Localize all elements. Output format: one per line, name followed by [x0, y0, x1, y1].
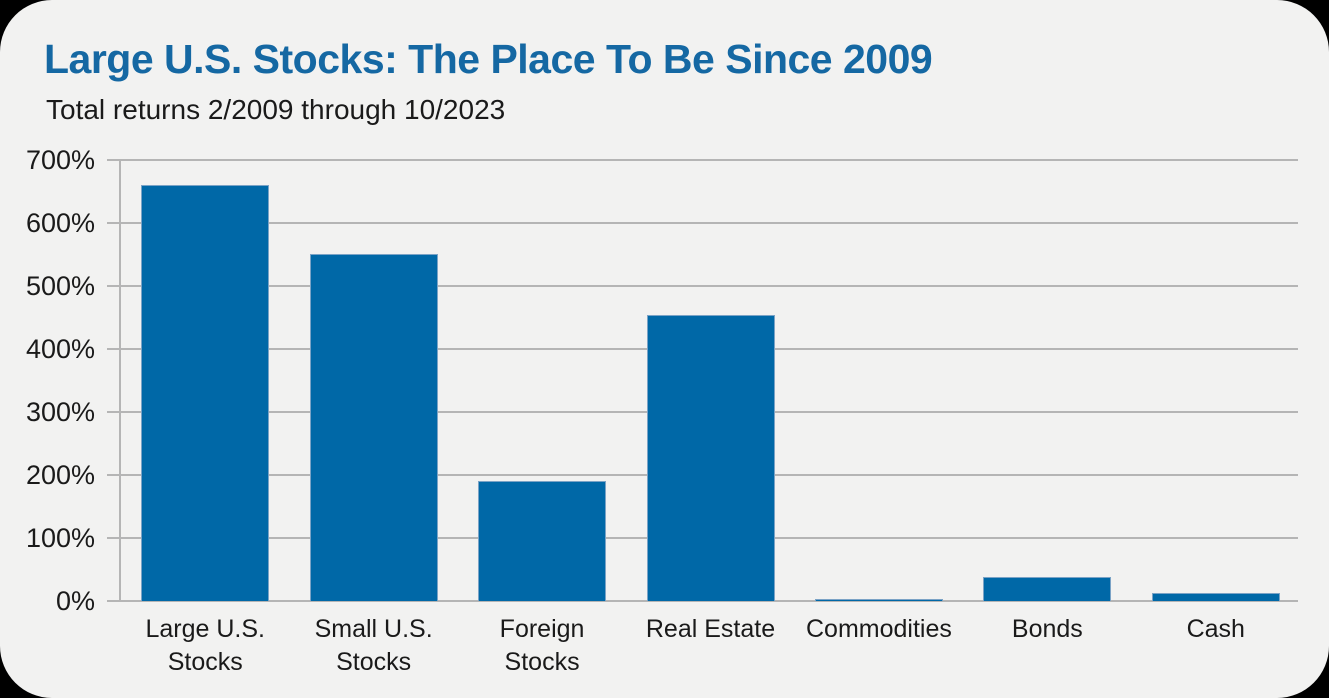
bar-small-u.s.-stocks [309, 254, 438, 601]
bar-cash [1151, 593, 1280, 601]
bar-foreign-stocks [478, 481, 607, 601]
gridline-0 [107, 600, 1298, 602]
y-axis-tick-label: 100% [25, 523, 95, 553]
bar-commodities [814, 599, 943, 601]
y-axis-tick-label: 700% [25, 145, 95, 175]
bar-bonds [983, 577, 1112, 601]
x-axis-label-large-u.s.-stocks: Large U.S. Stocks [145, 615, 265, 676]
x-axis-label-commodities: Commodities [805, 615, 952, 643]
x-axis-label-bonds: Bonds [1011, 615, 1083, 643]
y-axis-tick-label: 200% [25, 460, 95, 490]
y-axis-tick-label: 400% [25, 334, 95, 364]
gridline-700 [107, 159, 1298, 161]
chart-title: Large U.S. Stocks: The Place To Be Since… [44, 36, 933, 82]
chart-subtitle: Total returns 2/2009 through 10/2023 [46, 94, 506, 125]
bar-large-u.s.-stocks [141, 185, 270, 601]
x-axis-label-real-estate: Real Estate [645, 615, 776, 643]
y-axis-tick-label: 0% [55, 586, 95, 616]
x-axis-label-small-u.s.-stocks: Small U.S. Stocks [314, 615, 433, 676]
y-axis-tick-label: 600% [25, 208, 95, 238]
gridline-500 [107, 285, 1298, 287]
bar-real-estate [646, 315, 775, 601]
y-axis-tick-label: 500% [25, 271, 95, 301]
gridline-600 [107, 222, 1298, 224]
x-axis-label-foreign-stocks: Foreign Stocks [499, 615, 585, 676]
plot-area: 0% 100% 200% 300% 400% 500% 600% 700% Large U.S.… [26, 147, 1298, 676]
y-axis-tick-label: 300% [25, 397, 95, 427]
x-axis-label-cash: Cash [1186, 615, 1245, 643]
